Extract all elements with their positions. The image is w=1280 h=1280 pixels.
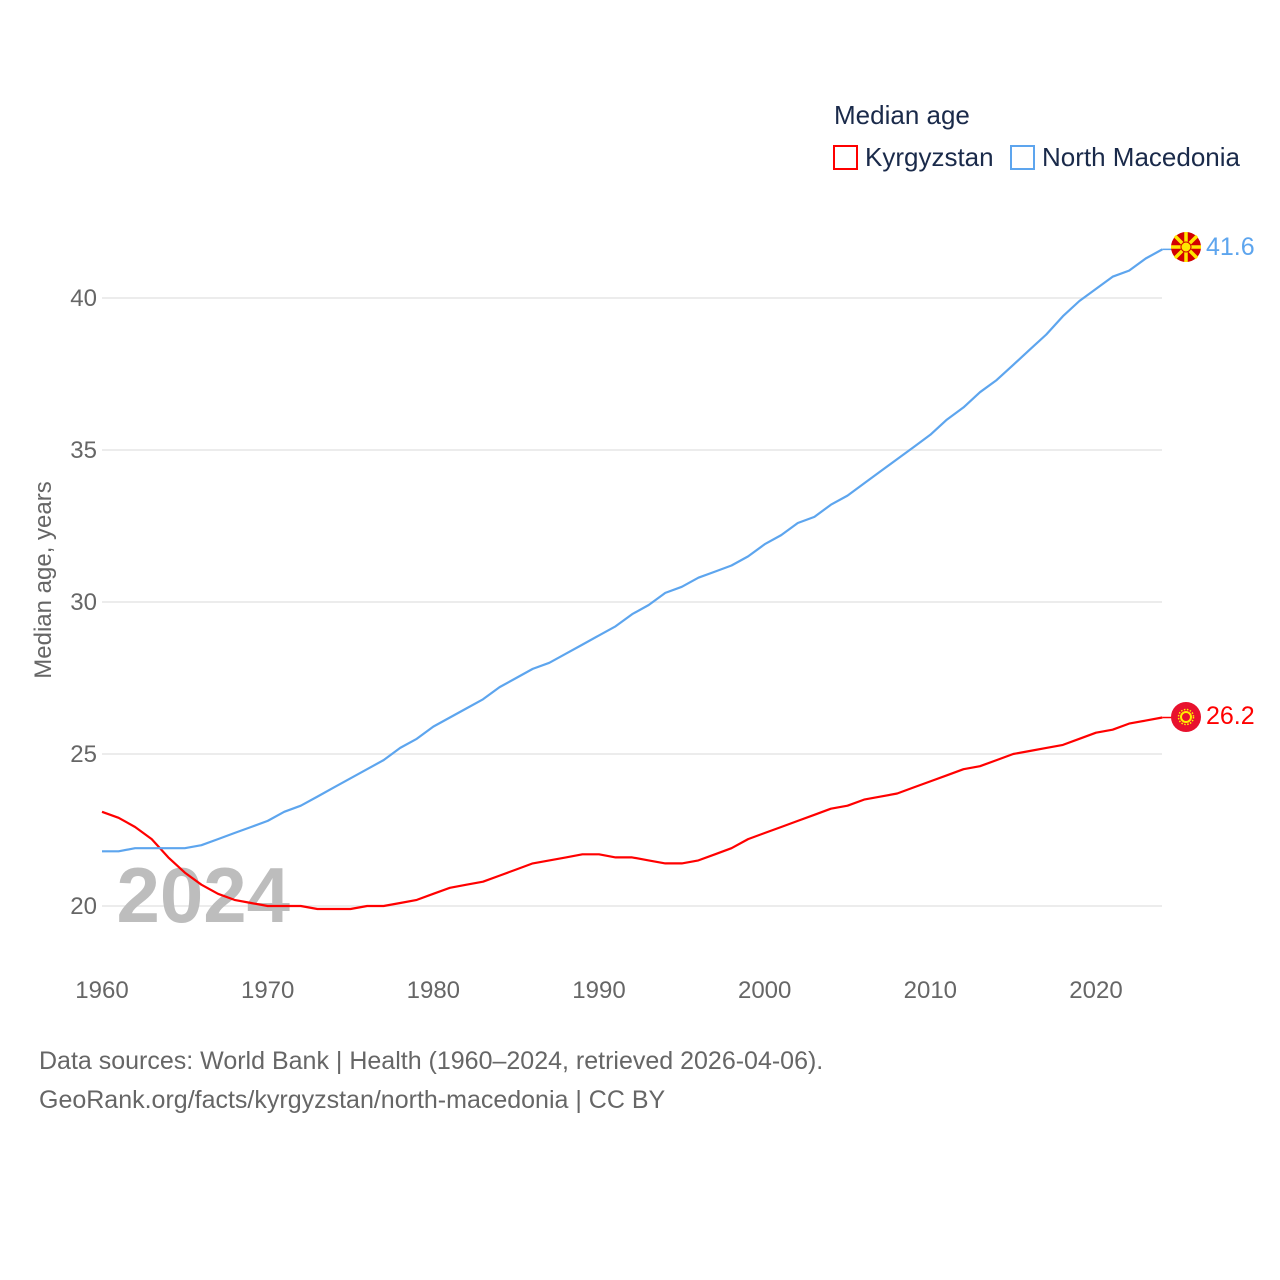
north-macedonia-flag-icon (1171, 232, 1201, 262)
y-tick-label: 35 (70, 437, 97, 464)
x-tick-label: 1960 (75, 977, 128, 1004)
x-tick-label: 1990 (572, 977, 625, 1004)
x-tick-label: 2010 (904, 977, 957, 1004)
series-line-kyrgyzstan[interactable] (101, 716, 1163, 911)
x-axis-ticks: 1960 1970 1980 1990 2000 2010 2020 (75, 977, 1122, 1004)
legend-swatch-north-macedonia[interactable] (1010, 145, 1035, 170)
x-tick-label: 1970 (241, 977, 294, 1004)
y-tick-label: 20 (70, 893, 97, 920)
source-text: Data sources: World Bank | Health (1960–… (39, 1047, 823, 1075)
y-axis-ticks: 20 25 30 35 40 (70, 285, 97, 920)
legend-label-north-macedonia[interactable]: North Macedonia (1042, 142, 1241, 172)
legend-swatch-kyrgyzstan[interactable] (833, 145, 858, 170)
year-watermark: 2024 (116, 851, 290, 939)
legend-label-kyrgyzstan[interactable]: Kyrgyzstan (865, 142, 994, 172)
series-line-north-macedonia[interactable] (102, 248, 1163, 853)
y-tick-label: 25 (70, 741, 97, 768)
x-tick-label: 2000 (738, 977, 791, 1004)
gridlines (102, 297, 1162, 907)
y-tick-label: 40 (70, 285, 97, 312)
source-link[interactable]: GeoRank.org/facts/kyrgyzstan/north-maced… (39, 1086, 666, 1114)
legend-title: Median age (834, 100, 970, 130)
series-lines (101, 248, 1172, 911)
y-tick-label: 30 (70, 589, 97, 616)
kyrgyzstan-flag-icon (1171, 702, 1201, 732)
legend: Median age Kyrgyzstan North Macedonia (833, 100, 1241, 172)
y-axis-label: Median age, years (30, 481, 57, 678)
end-label-north-macedonia: 41.6 (1206, 233, 1255, 261)
x-tick-label: 2020 (1069, 977, 1122, 1004)
end-label-kyrgyzstan: 26.2 (1206, 702, 1255, 730)
x-tick-label: 1980 (407, 977, 460, 1004)
